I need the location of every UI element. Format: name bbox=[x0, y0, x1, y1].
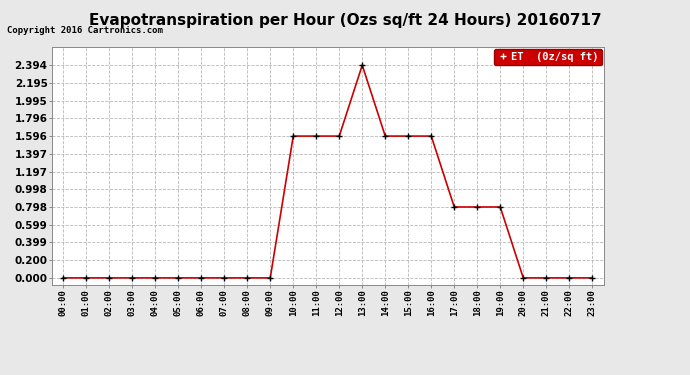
Text: Copyright 2016 Cartronics.com: Copyright 2016 Cartronics.com bbox=[7, 26, 163, 35]
Text: Evapotranspiration per Hour (Ozs sq/ft 24 Hours) 20160717: Evapotranspiration per Hour (Ozs sq/ft 2… bbox=[89, 13, 601, 28]
Legend: ET  (0z/sq ft): ET (0z/sq ft) bbox=[494, 49, 602, 65]
